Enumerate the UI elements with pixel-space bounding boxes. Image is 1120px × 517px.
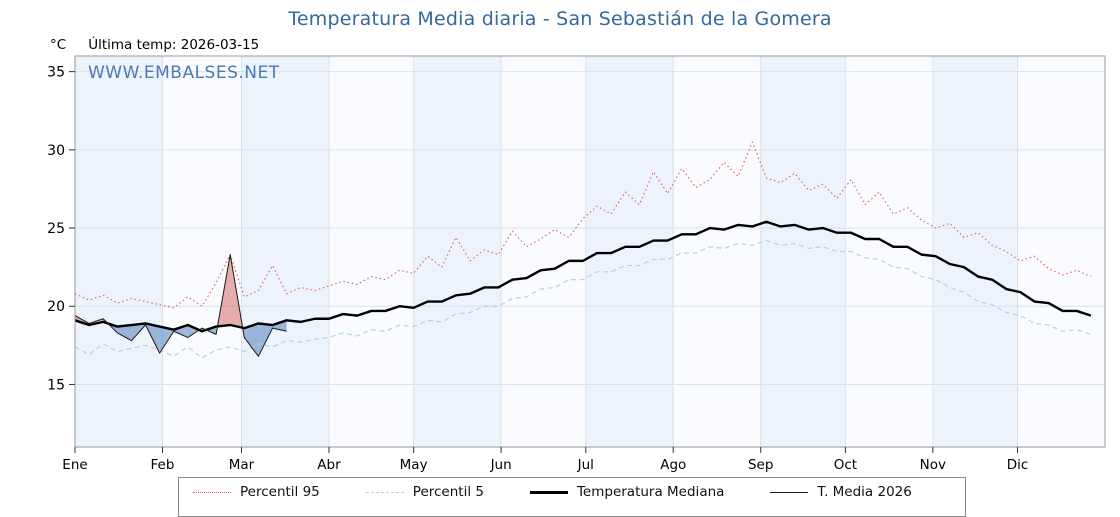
- svg-text:Oct: Oct: [834, 457, 857, 473]
- legend-item-temperatura-mediana: Temperatura Mediana: [529, 484, 725, 500]
- t-media-2026-line-sample-icon: [770, 491, 809, 493]
- legend-item-percentil-95: Percentil 95: [193, 484, 320, 500]
- svg-text:Abr: Abr: [317, 457, 341, 473]
- svg-text:25: 25: [47, 221, 65, 237]
- svg-text:35: 35: [47, 65, 65, 81]
- svg-text:Ago: Ago: [660, 457, 686, 473]
- svg-text:Nov: Nov: [920, 457, 946, 473]
- legend-label: Percentil 5: [412, 484, 484, 500]
- svg-text:Dic: Dic: [1007, 457, 1029, 473]
- chart-legend: Percentil 95 Percentil 5 Temperatura Med…: [178, 477, 966, 517]
- chart-subheader: °C Última temp: 2026-03-15: [50, 37, 259, 53]
- chart-title: Temperatura Media diaria - San Sebastián…: [288, 8, 832, 30]
- svg-text:Ene: Ene: [62, 457, 87, 473]
- legend-label: T. Media 2026: [817, 484, 912, 500]
- legend-label: Percentil 95: [240, 484, 320, 500]
- svg-text:Jul: Jul: [577, 457, 594, 473]
- svg-text:Jun: Jun: [490, 457, 512, 473]
- plot-area: 15 20 25 30 35 Ene Feb Mar Abr May Jun Jul Ago Sep Oct…: [47, 55, 1106, 473]
- watermark: WWW.EMBALSES.NET: [88, 63, 280, 83]
- svg-text:May: May: [400, 457, 428, 473]
- legend-item-t-media-2026: T. Media 2026: [770, 484, 912, 500]
- svg-text:Sep: Sep: [748, 457, 773, 473]
- svg-text:30: 30: [47, 143, 65, 159]
- svg-text:20: 20: [47, 299, 65, 315]
- svg-text:Mar: Mar: [229, 457, 255, 473]
- legend-label: Temperatura Mediana: [576, 484, 725, 500]
- percentil-5-line-sample-icon: [365, 491, 404, 493]
- svg-text:15: 15: [47, 377, 65, 393]
- temperatura-mediana-line-sample-icon: [529, 490, 568, 494]
- percentil-95-line-sample-icon: [193, 491, 231, 493]
- svg-text:Feb: Feb: [151, 457, 175, 473]
- last-temp-label: Última temp: 2026-03-15: [88, 37, 260, 53]
- y-axis-units-label: °C: [50, 37, 67, 53]
- legend-item-percentil-5: Percentil 5: [365, 484, 484, 500]
